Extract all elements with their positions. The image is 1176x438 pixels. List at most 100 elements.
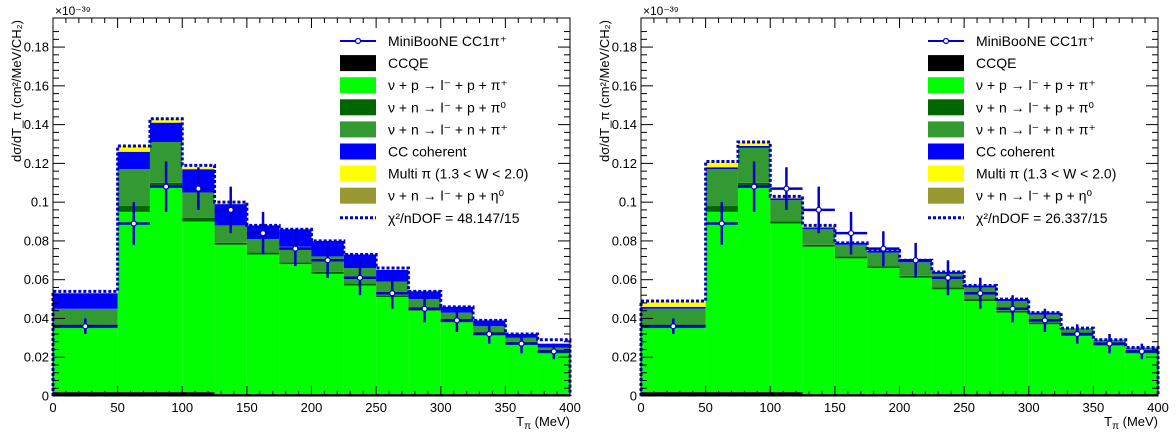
x-axis-title-main: T <box>516 414 524 429</box>
legend-label: ν + p → l⁻ + p + π⁺ <box>976 77 1096 93</box>
data-point-4 <box>815 206 822 214</box>
stack-bar-0-14 <box>537 394 570 396</box>
y-tick-label: 0.18 <box>612 40 637 55</box>
stack-bar-5-2 <box>149 118 183 123</box>
stack-bar-2-6 <box>867 266 900 269</box>
chart-panel-left: 0 50 100 150 200 250 300 350 400 0 0.02 0.04 0.06 0.0… <box>0 0 588 433</box>
x-axis-title-sub: π <box>524 421 531 432</box>
stack-bar-0-10 <box>996 394 1029 396</box>
data-point-3 <box>783 185 790 192</box>
y-tick-label: 0.06 <box>612 272 637 287</box>
legend-swatch <box>928 99 964 116</box>
data-point-14 <box>1138 348 1145 355</box>
legend-label: ν + n → l⁻ + n + π⁺ <box>976 121 1096 137</box>
x-tick-label: 300 <box>430 400 452 415</box>
stack-bar-1-13 <box>1093 345 1126 395</box>
legend-label: MiniBooNE CC1π⁺ <box>388 33 507 49</box>
y-tick-label: 0.02 <box>24 350 49 365</box>
stack-bar-0-3 <box>182 392 215 396</box>
legend-label: ν + n → l⁻ + p + π⁰ <box>388 99 506 115</box>
stack-bar-4-12 <box>473 320 506 327</box>
stack-bar-0-13 <box>505 394 538 396</box>
stack-bar-1-11 <box>440 322 474 395</box>
data-point-2 <box>750 183 758 190</box>
stack-bar-3-4 <box>802 229 835 245</box>
data-point-10 <box>421 305 428 312</box>
stack-bar-1-11 <box>1028 324 1062 395</box>
stack-bar-1-12 <box>473 333 506 395</box>
x-tick-label: 50 <box>110 400 124 415</box>
legend-label: CCQE <box>388 55 428 71</box>
stack-bar-1-5 <box>834 258 868 395</box>
legend-label: ν + n → l⁻ + p + η⁰ <box>976 188 1093 204</box>
y-tick-label: 0.04 <box>24 311 49 326</box>
stack-bar-2-5 <box>834 256 868 259</box>
stack-bar-5-1 <box>117 145 150 152</box>
legend-label: ν + n → l⁻ + n + π⁺ <box>388 121 508 137</box>
data-point-14 <box>550 348 557 355</box>
data-point-13 <box>1106 340 1113 347</box>
stack-bar-0-8 <box>931 394 965 396</box>
stack-bar-2-4 <box>802 244 835 247</box>
y-exponent-label: ×10⁻³⁹ <box>643 4 679 18</box>
y-tick-label: 0.08 <box>24 233 49 248</box>
legend-label: CC coherent <box>976 144 1055 160</box>
x-tick-label: 250 <box>365 400 387 415</box>
total-outline <box>51 117 572 396</box>
legend-swatch <box>340 121 376 138</box>
stack-bar-0-9 <box>376 394 409 396</box>
legend-label: CCQE <box>976 55 1016 71</box>
stack-bar-0-1 <box>705 392 738 396</box>
data-point-9 <box>977 290 984 297</box>
legend-swatch <box>928 55 964 72</box>
y-axis-title: dσ/dT_π (cm²/MeV/CH₂) <box>9 20 24 162</box>
stack-bar-1-7 <box>899 277 932 395</box>
data-point-0 <box>82 323 89 330</box>
stack-bar-4-0 <box>641 306 706 309</box>
legend: MiniBooNE CC1π⁺ CCQE ν + p → l⁻ + p + π⁺ ν … <box>928 33 1116 226</box>
data-point-0 <box>670 323 677 330</box>
chart-left: 0 50 100 150 200 250 300 350 400 0 0.02 0.04 0.06 0.0… <box>9 4 581 432</box>
legend-swatch <box>340 77 376 94</box>
legend-label: χ²/nDOF = 26.337/15 <box>976 210 1108 226</box>
stack-bar-0-5 <box>834 394 868 396</box>
stack-bar-5-0 <box>641 301 706 307</box>
y-tick-label: 0 <box>42 389 49 404</box>
stack-bar-2-4 <box>214 242 247 245</box>
stack-bar-0-6 <box>867 394 900 396</box>
legend-swatch <box>340 55 376 72</box>
x-tick-label: 150 <box>236 400 258 415</box>
legend-swatch <box>340 187 376 204</box>
legend-label: χ²/nDOF = 48.147/15 <box>388 210 520 226</box>
data-point-10 <box>1009 305 1016 312</box>
y-tick-label: 0.14 <box>612 117 637 132</box>
y-tick-label: 0.1 <box>619 195 637 210</box>
x-tick-label: 150 <box>824 400 846 415</box>
stack-bar-0-9 <box>964 394 997 396</box>
data-point-5 <box>847 230 855 237</box>
data-point-13 <box>518 340 525 347</box>
y-tick-label: 0.12 <box>612 156 637 171</box>
legend-label: MiniBooNE CC1π⁺ <box>976 33 1095 49</box>
stack-bar-4-2 <box>149 122 183 143</box>
stack-bar-1-6 <box>867 268 900 395</box>
data-point-5 <box>259 230 267 237</box>
stack-bar-4-1 <box>705 167 738 170</box>
stack-bar-0-1 <box>117 392 150 396</box>
legend-label: ν + n → l⁻ + p + η⁰ <box>388 188 505 204</box>
stack-bar-1-8 <box>931 289 965 395</box>
stack-bar-2-3 <box>770 221 803 224</box>
legend-swatch <box>928 187 964 204</box>
x-tick-label: 100 <box>171 400 193 415</box>
x-axis-title-unit: (MeV) <box>531 414 570 429</box>
stack-bar-0-8 <box>343 394 377 396</box>
stack-bar-1-4 <box>214 244 247 395</box>
x-tick-label: 300 <box>1018 400 1040 415</box>
x-tick-label: 200 <box>889 400 911 415</box>
y-tick-label: 0.06 <box>24 272 49 287</box>
x-axis-title-main: T <box>1104 414 1112 429</box>
stack-bar-1-8 <box>343 285 377 395</box>
legend-swatch <box>928 77 964 94</box>
stack-bar-0-6 <box>279 394 312 396</box>
legend-label: Multi π (1.3 < W < 2.0) <box>976 166 1116 182</box>
